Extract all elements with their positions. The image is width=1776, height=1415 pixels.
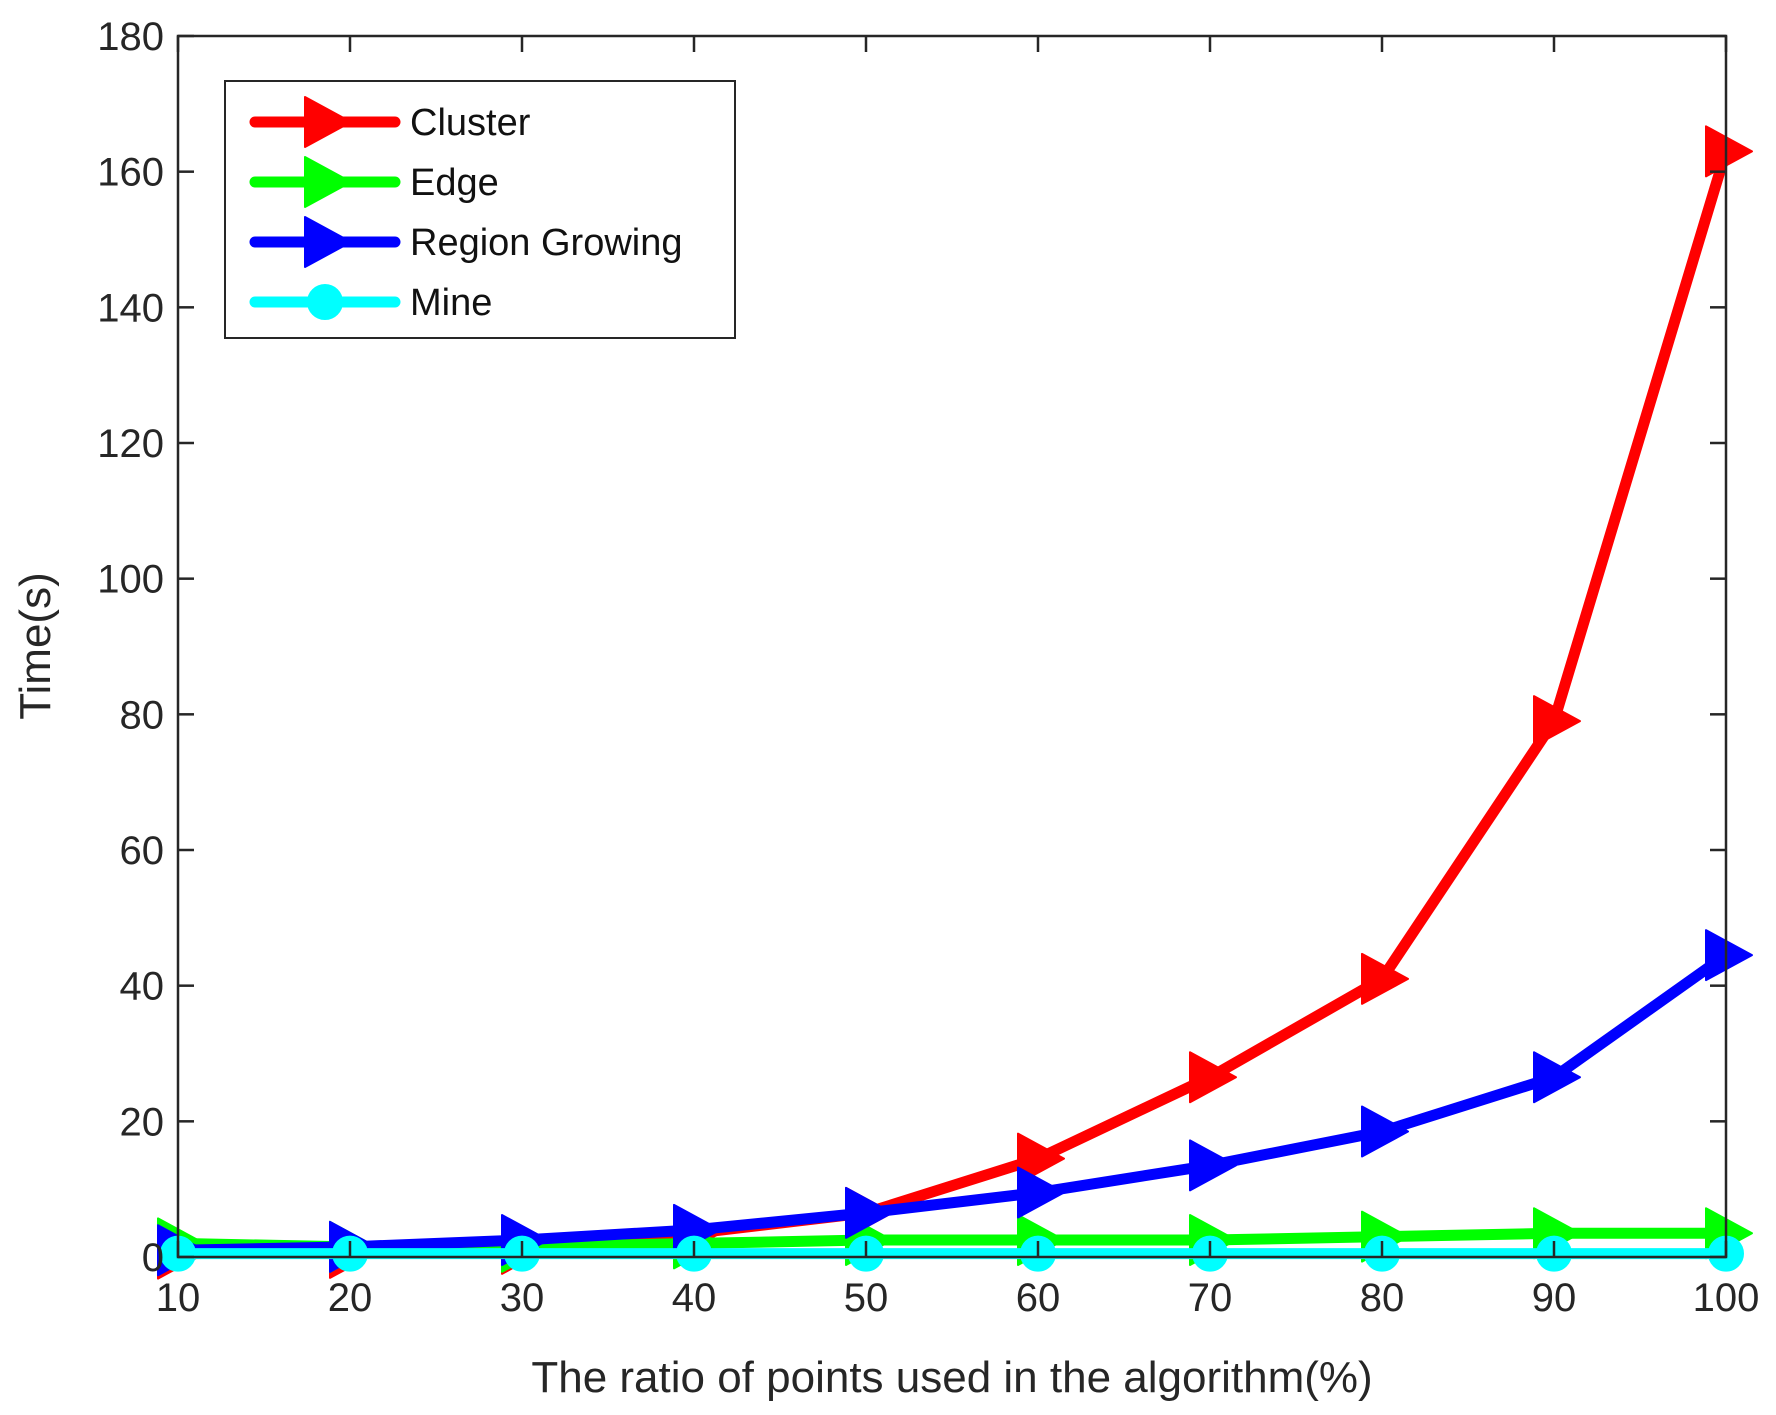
legend-item: Edge — [249, 156, 499, 208]
x-tick-label: 60 — [1016, 1276, 1061, 1320]
axes-box — [176, 34, 1728, 1259]
legend-label: Mine — [410, 282, 492, 324]
legend-marker — [304, 96, 352, 148]
data-point — [1189, 1051, 1237, 1104]
data-point — [1017, 1132, 1065, 1185]
y-tick-label: 40 — [120, 965, 165, 1009]
x-tick-label: 100 — [1693, 1276, 1760, 1320]
legend-item: Region Growing — [249, 216, 682, 268]
data-point — [1361, 1105, 1409, 1158]
y-tick-label: 140 — [97, 286, 164, 330]
x-tick-label: 20 — [328, 1276, 373, 1320]
x-tick-label: 80 — [1360, 1276, 1405, 1320]
legend-item: Cluster — [249, 96, 531, 148]
y-tick-label: 120 — [97, 422, 164, 466]
series-line — [172, 949, 1732, 1256]
y-tick-label: 60 — [120, 829, 165, 873]
x-tick-label: 30 — [500, 1276, 545, 1320]
data-point — [1705, 929, 1753, 982]
legend-label: Edge — [410, 162, 499, 204]
x-tick-label: 90 — [1532, 1276, 1577, 1320]
x-axis-label: The ratio of points used in the algorith… — [531, 1353, 1372, 1402]
y-tick-label: 100 — [97, 558, 164, 602]
y-tick-label: 180 — [97, 15, 164, 59]
series-layer — [157, 125, 1753, 1280]
legend-marker — [304, 216, 352, 268]
legend-label: Region Growing — [410, 222, 682, 264]
ticks-layer: 10 20 30 40 50 60 70 80 90 100 0 20 40 60 80 100 120 140 1… — [97, 15, 1759, 1320]
data-point — [1533, 1051, 1581, 1104]
y-tick-label: 20 — [120, 1100, 165, 1144]
data-point — [1361, 952, 1409, 1005]
legend-item: Mine — [249, 282, 492, 324]
x-tick-label: 70 — [1188, 1276, 1233, 1320]
y-tick-label: 160 — [97, 151, 164, 195]
data-point — [1017, 1166, 1065, 1219]
y-axis-label: Time(s) — [11, 572, 60, 719]
x-tick-label: 10 — [156, 1276, 201, 1320]
y-tick-label: 80 — [120, 693, 165, 737]
data-point — [845, 1186, 893, 1239]
data-point — [1189, 1139, 1237, 1192]
legend-marker — [304, 156, 352, 208]
legend-marker — [307, 284, 343, 320]
data-point — [1705, 125, 1753, 178]
legend: Cluster Edge Region Growing Mine — [224, 80, 736, 339]
y-tick-label: 0 — [142, 1236, 164, 1280]
x-tick-label: 50 — [844, 1276, 889, 1320]
legend-label: Cluster — [410, 102, 531, 144]
data-point — [1533, 695, 1581, 748]
x-tick-label: 40 — [672, 1276, 717, 1320]
